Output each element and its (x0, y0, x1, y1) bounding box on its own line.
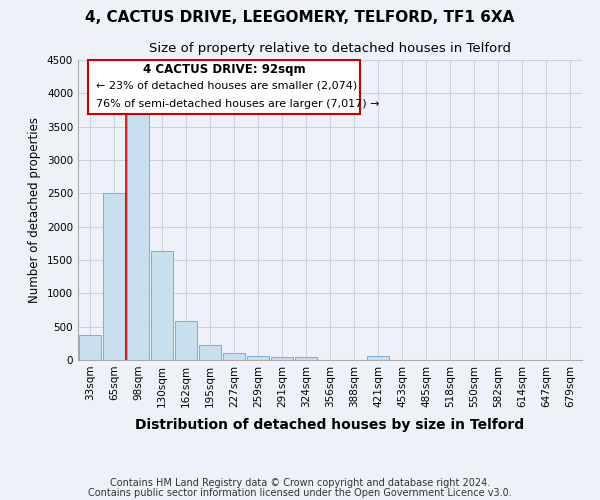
Y-axis label: Number of detached properties: Number of detached properties (28, 117, 41, 303)
Bar (223, 352, 245, 360)
Text: ← 23% of detached houses are smaller (2,074): ← 23% of detached houses are smaller (2,… (95, 81, 357, 91)
Bar (199, 345, 221, 360)
Bar (79, 336, 101, 360)
Bar (127, 112, 149, 360)
Text: 76% of semi-detached houses are larger (7,017) →: 76% of semi-detached houses are larger (… (95, 100, 379, 110)
X-axis label: Distribution of detached houses by size in Telford: Distribution of detached houses by size … (136, 418, 524, 432)
Text: Contains public sector information licensed under the Open Government Licence v3: Contains public sector information licen… (88, 488, 512, 498)
Text: 4 CACTUS DRIVE: 92sqm: 4 CACTUS DRIVE: 92sqm (143, 63, 305, 76)
Title: Size of property relative to detached houses in Telford: Size of property relative to detached ho… (149, 42, 511, 54)
Text: 4, CACTUS DRIVE, LEEGOMERY, TELFORD, TF1 6XA: 4, CACTUS DRIVE, LEEGOMERY, TELFORD, TF1… (85, 10, 515, 25)
Bar (295, 358, 317, 360)
Bar (271, 357, 293, 360)
Bar (367, 356, 389, 360)
Bar (247, 356, 269, 360)
Bar (103, 194, 125, 360)
Bar (175, 320, 197, 360)
FancyBboxPatch shape (88, 60, 360, 114)
Text: Contains HM Land Registry data © Crown copyright and database right 2024.: Contains HM Land Registry data © Crown c… (110, 478, 490, 488)
Bar (151, 252, 173, 360)
